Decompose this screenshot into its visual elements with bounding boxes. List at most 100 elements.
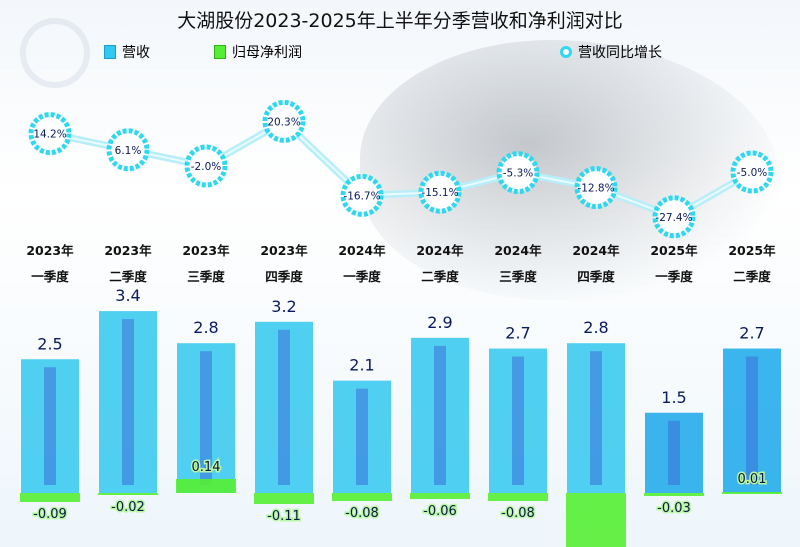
yoy-value-label: -16.7% — [343, 190, 380, 202]
yoy-value-label: 6.1% — [115, 145, 142, 157]
quarter-label: 2024年 一季度 — [322, 238, 402, 290]
net-profit-bar — [254, 493, 314, 504]
yoy-marker — [574, 166, 618, 210]
quarter-label: 2023年一季度 — [10, 238, 90, 290]
quarter-name: 一季度 — [343, 269, 381, 284]
revenue-value-label: 2.1 — [349, 356, 374, 375]
revenue-bar-pattern — [356, 388, 368, 485]
yoy-marker — [28, 112, 72, 156]
yoy-line-inner — [49, 120, 753, 218]
net-profit-value-label: -0.03 — [657, 501, 691, 516]
quarter-year: 2025年 — [650, 243, 698, 258]
quarter-label: 2023年二季度 — [88, 238, 168, 290]
revenue-value-label: 2.5 — [37, 334, 62, 353]
net-profit-bar — [644, 493, 704, 496]
quarter-name: 一季度 — [655, 269, 693, 284]
yoy-value-label: 20.3% — [267, 116, 300, 128]
net-profit-bar — [722, 492, 782, 494]
quarter-label: 2025年一季度 — [634, 238, 714, 290]
legend-revenue-label: 营收 — [122, 45, 150, 61]
revenue-bar-pattern — [512, 356, 524, 485]
revenue-value-label: 2.8 — [583, 318, 608, 337]
quarter-name: 四季度 — [265, 269, 303, 284]
watermark-logo — [20, 18, 90, 88]
legend-net-profit-swatch — [214, 45, 226, 59]
yoy-marker — [106, 128, 150, 172]
yoy-value-label: 14.2% — [33, 129, 66, 141]
yoy-value-label: -27.4% — [655, 212, 692, 224]
net-profit-value-label: 0.14 — [192, 460, 221, 475]
revenue-bar-pattern — [590, 351, 602, 485]
quarter-year: 2025年 — [728, 243, 776, 258]
revenue-value-label: 3.2 — [271, 297, 296, 316]
yoy-marker — [652, 195, 696, 239]
yoy-line — [49, 117, 754, 221]
net-profit-bar — [176, 479, 236, 493]
quarter-name: 二季度 — [109, 269, 147, 284]
quarter-label: 2024年四季度 — [556, 238, 636, 290]
quarter-name: 二季度 — [733, 269, 771, 284]
quarter-name: 四季度 — [577, 269, 615, 284]
quarter-year: 2023年 — [260, 243, 308, 258]
legend-net-profit-label: 归母净利润 — [232, 45, 302, 61]
revenue-bar-pattern — [44, 367, 56, 485]
net-profit-bar — [98, 493, 158, 495]
legend-yoy-swatch — [560, 46, 572, 58]
quarter-label: 2024年三季度 — [478, 238, 558, 290]
revenue-value-label: 2.9 — [427, 313, 452, 332]
net-profit-bar — [488, 493, 548, 501]
revenue-bar-pattern — [434, 345, 446, 485]
net-profit-value-label: -0.08 — [345, 506, 379, 521]
legend-yoy[interactable]: 营收同比增长 — [560, 42, 662, 62]
quarter-label: 2024年二季度 — [400, 238, 480, 290]
legend-net-profit[interactable]: 归母净利润 — [214, 42, 302, 62]
yoy-marker — [418, 170, 462, 214]
quarter-name: 三季度 — [187, 269, 225, 284]
quarter-name: 二季度 — [421, 269, 459, 284]
quarter-year: 2024年 — [572, 243, 620, 258]
quarter-year: 2024年 — [494, 243, 542, 258]
revenue-value-label: 2.7 — [505, 324, 530, 343]
yoy-marker — [496, 151, 540, 195]
fish-background-image — [360, 40, 780, 300]
net-profit-bar — [410, 493, 470, 499]
quarter-name: 三季度 — [499, 269, 537, 284]
revenue-value-label: 2.8 — [193, 318, 218, 337]
quarter-label: 2025年二季度 — [712, 238, 792, 290]
net-profit-value-label: -0.09 — [33, 507, 67, 522]
yoy-marker — [262, 99, 306, 143]
revenue-value-label: 1.5 — [661, 388, 686, 407]
quarter-name: 一季度 — [31, 269, 69, 284]
net-profit-value-label: -0.11 — [267, 509, 301, 524]
quarter-year: 2023年 — [182, 243, 230, 258]
chart-title: 大湖股份2023-2025年上半年分季营收和净利润对比 — [177, 10, 623, 32]
quarter-label: 2023年四季度 — [244, 238, 324, 290]
legend-revenue[interactable]: 营收 — [104, 42, 150, 62]
quarter-year: 2023年 — [104, 243, 152, 258]
revenue-bar-pattern — [278, 329, 290, 485]
yoy-value-label: -5.0% — [737, 167, 767, 179]
net-profit-bar — [566, 493, 626, 547]
net-profit-value-label: -0.02 — [111, 500, 145, 515]
yoy-marker — [340, 173, 384, 217]
yoy-value-label: -2.0% — [191, 161, 221, 173]
net-profit-bar — [332, 493, 392, 501]
revenue-bar-pattern — [122, 319, 134, 485]
quarter-label: 2023年三季度 — [166, 238, 246, 290]
quarter-year: 2024年 — [416, 243, 464, 258]
revenue-bar-pattern — [746, 356, 758, 485]
quarter-year: 2023年 — [26, 243, 74, 258]
net-profit-value-label: -0.08 — [501, 506, 535, 521]
yoy-value-label: -15.1% — [421, 187, 458, 199]
yoy-value-label: -12.8% — [577, 183, 614, 195]
yoy-marker — [184, 144, 228, 188]
revenue-bar-pattern — [200, 351, 212, 485]
net-profit-value-label: 0.01 — [738, 472, 767, 487]
revenue-value-label: 2.7 — [739, 324, 764, 343]
legend-revenue-swatch — [104, 45, 116, 59]
revenue-value-label: 3.4 — [115, 286, 140, 305]
legend-yoy-label: 营收同比增长 — [578, 45, 662, 61]
revenue-bar-pattern — [668, 420, 680, 485]
